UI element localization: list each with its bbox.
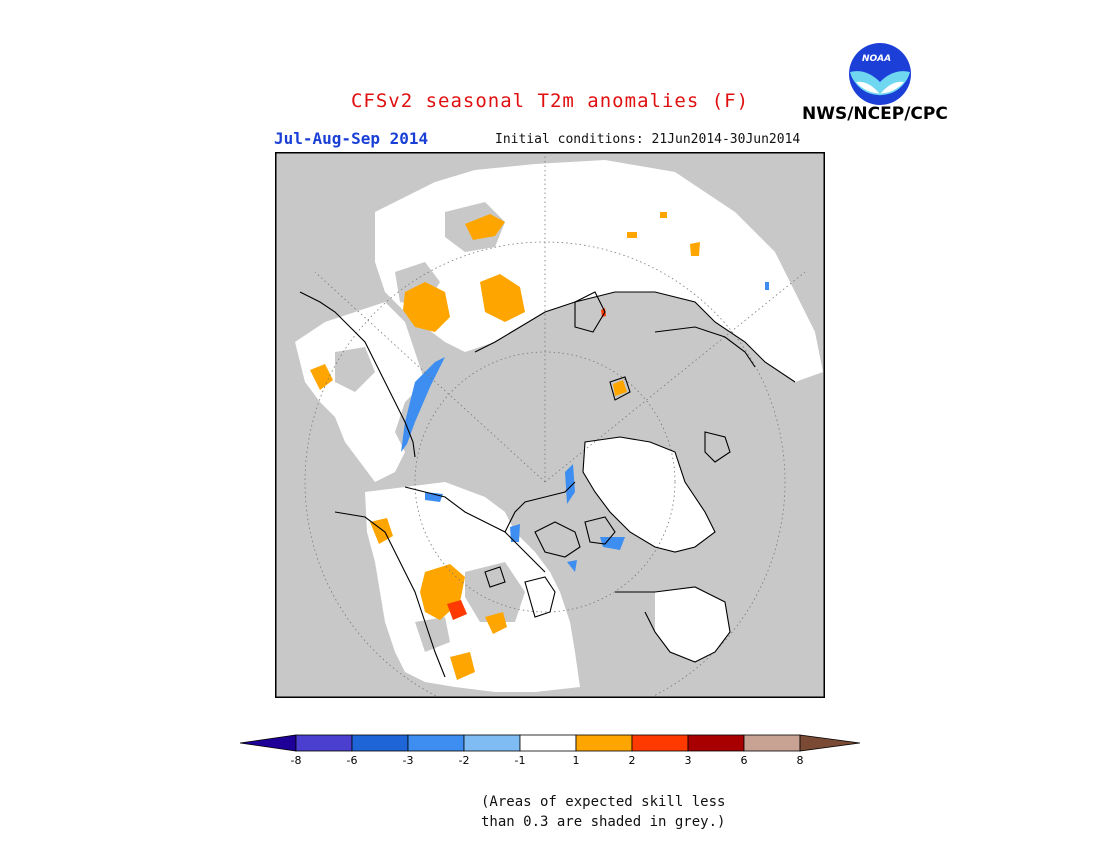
scale-tick-label: 2	[628, 754, 636, 767]
scale-tick-label: -6	[346, 754, 358, 767]
noaa-logo-icon	[849, 43, 911, 105]
scale-tick-label: 6	[740, 754, 748, 767]
scale-tick-label: -3	[402, 754, 414, 767]
skill-note-line1: (Areas of expected skill less	[481, 794, 726, 810]
map-frame	[275, 152, 825, 698]
skill-note: (Areas of expected skill less than 0.3 a…	[481, 792, 725, 832]
hot-anomalies	[447, 308, 606, 620]
scale-bin	[631, 734, 689, 752]
scale-tick-label: -1	[514, 754, 526, 767]
scale-bin	[351, 734, 409, 752]
scale-tick-label: -2	[458, 754, 470, 767]
scale-tick-label: 1	[572, 754, 580, 767]
season-label: Jul-Aug-Sep 2014	[274, 129, 429, 148]
graticule	[304, 152, 806, 698]
scale-bin	[519, 734, 577, 752]
scale-arrow-left	[240, 734, 297, 752]
scale-bin	[463, 734, 521, 752]
cool-anomalies	[401, 282, 769, 572]
scale-bin	[687, 734, 745, 752]
coastlines	[299, 291, 796, 678]
scale-bin	[295, 734, 353, 752]
anomaly-map	[275, 152, 825, 698]
noaa-logo-text: NOAA	[862, 54, 892, 64]
warm-anomalies	[310, 212, 700, 680]
scale-bin	[575, 734, 633, 752]
scale-tick-label: 8	[796, 754, 804, 767]
map-title: CFSv2 seasonal T2m anomalies (F)	[350, 90, 750, 112]
scale-arrow-right	[799, 734, 860, 752]
skill-note-line2: than 0.3 are shaded in grey.)	[481, 814, 726, 830]
scale-bin	[743, 734, 801, 752]
scale-tick-label: 3	[684, 754, 692, 767]
scale-bin	[407, 734, 465, 752]
color-scale-bar	[240, 734, 860, 752]
initial-conditions-label: Initial conditions: 21Jun2014-30Jun2014	[495, 132, 801, 147]
agency-label: NWS/NCEP/CPC	[802, 104, 948, 124]
scale-tick-label: -8	[290, 754, 302, 767]
